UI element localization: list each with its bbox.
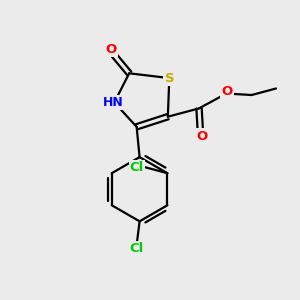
Text: O: O <box>196 130 208 142</box>
Text: Cl: Cl <box>130 242 144 255</box>
Text: S: S <box>164 72 174 85</box>
Text: Cl: Cl <box>130 161 144 174</box>
Text: O: O <box>106 43 117 56</box>
Text: HN: HN <box>103 96 123 109</box>
Text: O: O <box>221 85 233 98</box>
